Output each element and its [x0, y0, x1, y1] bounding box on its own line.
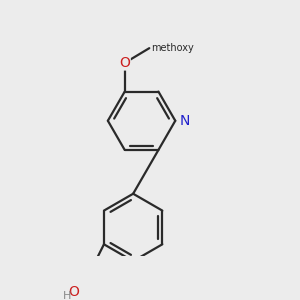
Text: N: N — [179, 114, 190, 128]
Text: methoxy: methoxy — [151, 43, 194, 53]
Text: H: H — [63, 291, 71, 300]
Text: O: O — [68, 285, 79, 299]
Text: O: O — [119, 56, 130, 70]
